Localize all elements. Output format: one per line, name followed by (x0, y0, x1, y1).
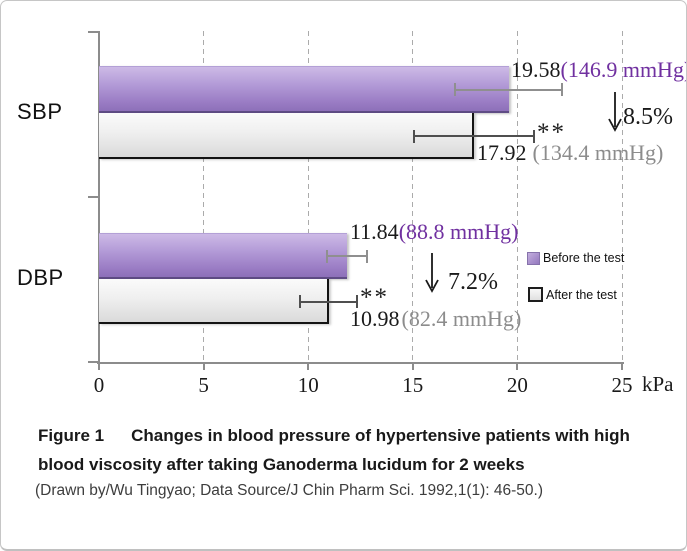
y-axis-tick (88, 196, 99, 198)
legend-label-after: After the test (546, 287, 617, 302)
error-bar-cap (365, 249, 368, 263)
x-axis-tick-25 (621, 363, 623, 370)
x-axis-tick-0 (98, 363, 100, 370)
x-axis-tick-15 (411, 363, 414, 370)
error-bar-cap (355, 295, 358, 308)
x-axis-tick-5 (202, 363, 205, 370)
annotation-sbp-after: 17.92 (134.4 mmHg) (477, 140, 663, 166)
source-credit: (Drawn by/Wu Tingyao; Data Source/J Chin… (35, 482, 543, 499)
gridline-20 (516, 31, 518, 363)
error-bar-sbp-after (413, 135, 535, 137)
error-bar-cap (454, 83, 457, 96)
legend-swatch-after-icon (528, 287, 543, 302)
bar-dbp-before (99, 233, 347, 279)
category-label-dbp: DBP (17, 265, 64, 290)
error-bar-cap (561, 83, 563, 96)
x-tick-label-15: 15 (402, 373, 424, 397)
legend-label-before: Before the test (543, 251, 625, 265)
dbp-after-kpa: 10.98 (350, 306, 400, 331)
caption-line-1: Figure 1 Changes in blood pressure of hyp… (38, 421, 660, 450)
x-axis-line (97, 362, 624, 364)
bar-sbp-after (99, 113, 474, 159)
x-tick-label-5: 5 (198, 373, 209, 397)
annotation-dbp-after: 10.98(82.4 mmHg) (350, 306, 521, 332)
x-tick-label-0: 0 (93, 373, 105, 397)
x-tick-label-25: 25 (611, 373, 633, 397)
error-bar-sbp-before (454, 88, 563, 91)
error-bar-cap (413, 129, 416, 143)
bar-sbp-before (99, 66, 509, 113)
figure-number: Figure 1 (38, 426, 105, 445)
decrease-arrow-icon (606, 90, 624, 137)
dbp-before-kpa: 11.84 (350, 219, 399, 244)
caption-title-part2: blood viscosity after taking Ganoderma l… (38, 455, 525, 474)
decrease-percent-dbp: 7.2% (448, 269, 498, 295)
gridline-25 (621, 31, 623, 363)
bar-dbp-after (99, 279, 329, 324)
x-tick-label-20: 20 (506, 373, 528, 397)
sbp-after-kpa: 17.92 (477, 140, 527, 165)
caption-title-part1: Changes in blood pressure of hypertensiv… (131, 426, 630, 445)
figure-caption: Figure 1 Changes in blood pressure of hyp… (38, 421, 660, 479)
gridline-10 (307, 31, 309, 363)
legend-swatch-before-icon (527, 251, 540, 265)
annotation-sbp-before: 19.58(146.9 mmHg) (511, 57, 687, 83)
decrease-percent-sbp: 8.5% (623, 104, 673, 130)
legend-item-before: Before the test (527, 251, 624, 265)
x-axis-tick-20 (516, 363, 519, 370)
decrease-arrow-icon (423, 251, 441, 298)
gridline-5 (203, 31, 205, 363)
error-bar-cap (299, 295, 302, 308)
dbp-after-mmhg: (82.4 mmHg) (401, 306, 522, 331)
x-axis-tick-10 (307, 363, 310, 370)
significance-marker-dbp: ** (360, 284, 389, 311)
error-bar-dbp-before (325, 255, 368, 257)
x-axis-unit-label: kPa (642, 372, 674, 396)
legend-item-after: After the test (528, 287, 617, 302)
y-axis-tick (88, 361, 99, 363)
sbp-before-kpa: 19.58 (511, 57, 561, 82)
gridline-15 (412, 31, 414, 363)
y-axis-tick (88, 31, 99, 33)
y-axis-line (98, 31, 100, 363)
sbp-before-mmhg: (146.9 mmHg) (560, 57, 687, 82)
sbp-after-mmhg: (134.4 mmHg) (532, 140, 664, 165)
significance-marker-sbp: ** (537, 119, 566, 146)
dbp-before-mmhg: (88.8 mmHg) (398, 219, 519, 244)
category-label-sbp: SBP (17, 99, 63, 124)
x-tick-label-10: 10 (297, 373, 319, 397)
error-bar-cap (325, 249, 328, 263)
error-bar-dbp-after (299, 300, 358, 303)
annotation-dbp-before: 11.84(88.8 mmHg) (350, 219, 518, 245)
error-bar-cap (532, 129, 535, 143)
